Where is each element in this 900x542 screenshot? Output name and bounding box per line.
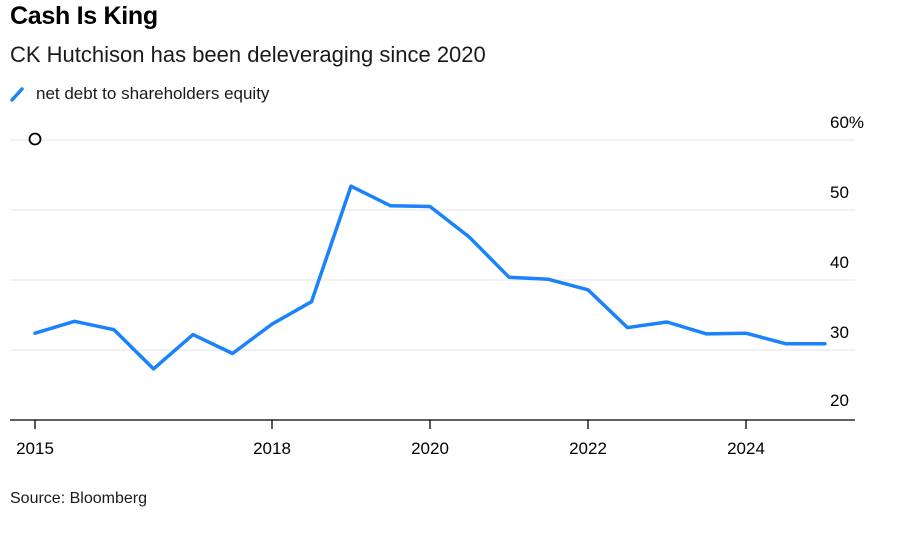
x-tick-label: 2022 <box>569 439 607 458</box>
x-tick-label: 2015 <box>16 439 54 458</box>
series-layer <box>33 184 827 371</box>
label-layer: 20 30 40 50 60% 2015 2018 2020 2022 2024 <box>16 113 864 458</box>
y-tick-label: 20 <box>830 391 849 410</box>
legend: net debt to shareholders equity <box>10 84 269 104</box>
x-tick-label: 2024 <box>727 439 765 458</box>
origin-marker-icon <box>28 132 42 146</box>
chart-subtitle: CK Hutchison has been deleveraging since… <box>10 42 486 67</box>
series-line-0 <box>33 184 827 371</box>
y-tick-label: 50 <box>830 183 849 202</box>
chart-title: Cash Is King <box>10 2 158 30</box>
legend-swatch-icon <box>10 87 24 102</box>
axis-layer <box>10 419 855 429</box>
x-tick-label: 2020 <box>411 439 449 458</box>
annotation-layer <box>28 132 42 146</box>
legend-label: net debt to shareholders equity <box>36 84 270 103</box>
source-note: Source: Bloomberg <box>10 490 147 507</box>
x-tick-label: 2018 <box>253 439 291 458</box>
y-tick-label: 60% <box>830 113 864 132</box>
grid-layer <box>10 139 855 351</box>
y-tick-label: 40 <box>830 253 849 272</box>
y-tick-label: 30 <box>830 323 849 342</box>
